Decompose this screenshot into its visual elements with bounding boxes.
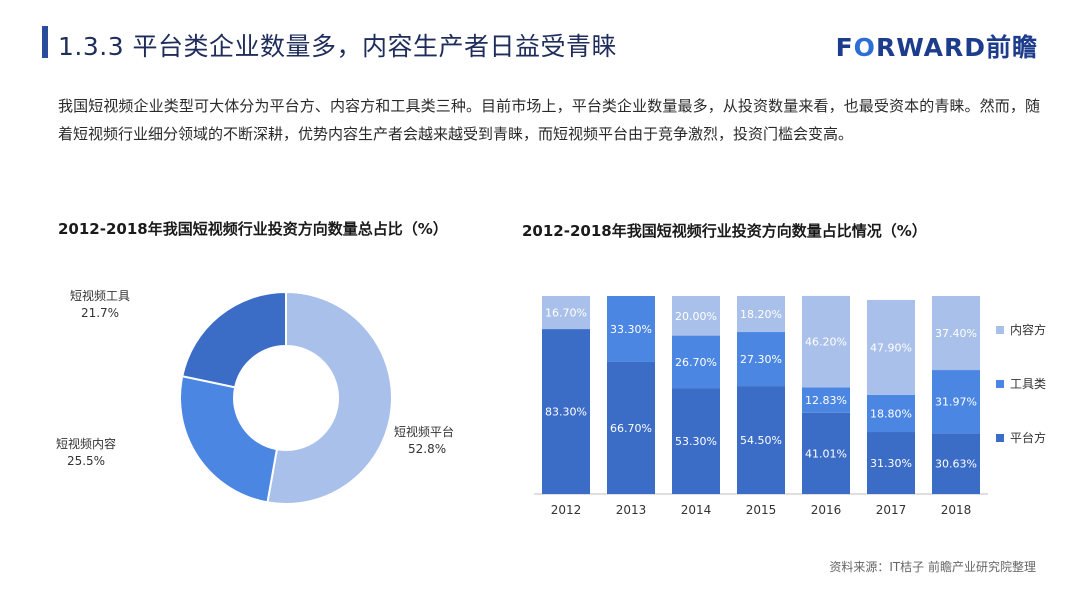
legend-label-1: 工具类 — [1010, 377, 1046, 391]
bar-segment-2016-0 — [802, 412, 850, 494]
bar-segment-2017-2 — [867, 299, 915, 395]
source-note: 资料来源：IT桔子 前瞻产业研究院整理 — [829, 560, 1036, 574]
bar-value-label-2017-2: 47.90% — [870, 341, 912, 354]
bar-segment-2016-2 — [802, 295, 850, 388]
bar-value-label-2016-0: 41.01% — [805, 447, 847, 460]
bar-segment-2017-0 — [867, 432, 915, 494]
pie-slice-0 — [266, 290, 393, 505]
bar-value-label-2017-0: 31.30% — [870, 457, 912, 470]
donut-chart: 短视频平台 52.8% 短视频内容 25.5% 短视频工具 21.7% — [56, 288, 454, 505]
bar-segment-2014-2 — [672, 296, 720, 336]
x-tick-label-2018: 2018 — [941, 503, 972, 517]
page-title: 1.3.3 平台类企业数量多，内容生产者日益受青睐 — [58, 32, 618, 61]
legend-label-2: 平台方 — [1010, 430, 1046, 445]
bar-value-label-2015-1: 27.30% — [740, 353, 782, 366]
brand-logo: FORWARD前瞻 — [835, 33, 1038, 62]
pie-slice-1 — [179, 374, 279, 504]
bar-segment-2018-2 — [932, 296, 980, 371]
stacked-bar-chart: 83.30% 16.70% 2012 66.70% 33.30% 2013 53.30% 26… — [534, 295, 1046, 517]
bar-value-label-2015-0: 54.50% — [740, 434, 782, 447]
bar-value-label-2018-0: 30.63% — [935, 458, 977, 471]
bar-value-label-2013-1: 33.30% — [610, 323, 652, 336]
x-tick-label-2015: 2015 — [746, 503, 777, 517]
intro-paragraph: 我国短视频企业类型可大体分为平台方、内容方和工具类三种。目前市场上，平台类企业数… — [58, 97, 1040, 143]
bar-segment-2014-1 — [672, 335, 720, 389]
pie-slice-value-2: 21.7% — [81, 306, 119, 320]
x-tick-label-2016: 2016 — [811, 503, 842, 517]
pie-chart-title: 2012-2018年我国短视频行业投资方向数量总占比（%） — [58, 220, 448, 238]
bar-segment-2015-0 — [737, 386, 785, 494]
bar-segment-2017-1 — [867, 394, 915, 433]
pie-slice-2 — [181, 290, 287, 389]
pie-slice-name-2: 短视频工具 — [70, 288, 130, 303]
pie-slice-name-1: 短视频内容 — [56, 436, 116, 451]
bar-chart-title: 2012-2018年我国短视频行业投资方向数量占比情况（%） — [522, 222, 927, 240]
bar-value-label-2012-0: 83.30% — [545, 406, 587, 419]
bar-value-label-2014-0: 53.30% — [675, 435, 717, 448]
bar-value-label-2017-1: 18.80% — [870, 407, 912, 420]
legend-swatch-2 — [996, 434, 1004, 442]
legend-label-0: 内容方 — [1010, 322, 1046, 337]
pie-slice-name-0: 短视频平台 — [394, 424, 454, 439]
bar-segment-2015-2 — [737, 296, 785, 333]
x-tick-label-2014: 2014 — [681, 503, 712, 517]
pie-slice-value-0: 52.8% — [408, 442, 446, 456]
bar-value-label-2016-2: 46.20% — [805, 336, 847, 349]
bar-value-label-2018-2: 37.40% — [935, 327, 977, 340]
x-tick-label-2017: 2017 — [876, 503, 907, 517]
bar-segment-2013-0 — [607, 361, 655, 494]
bar-segment-2016-1 — [802, 387, 850, 413]
legend-swatch-0 — [996, 326, 1004, 334]
bar-segment-2015-1 — [737, 332, 785, 387]
bar-segment-2013-1 — [607, 296, 655, 362]
bar-value-label-2014-2: 20.00% — [675, 310, 717, 323]
bar-segment-2018-1 — [932, 370, 980, 434]
x-tick-label-2012: 2012 — [551, 503, 582, 517]
bar-segment-2012-0 — [542, 329, 590, 494]
bar-segment-2012-2 — [542, 296, 590, 330]
title-accent-bar — [42, 26, 48, 58]
bar-segment-2014-0 — [672, 388, 720, 494]
pie-slice-value-1: 25.5% — [67, 454, 105, 468]
bar-value-label-2013-0: 66.70% — [610, 422, 652, 435]
bar-value-label-2014-1: 26.70% — [675, 356, 717, 369]
bar-value-label-2016-1: 12.83% — [805, 394, 847, 407]
bar-value-label-2015-2: 18.20% — [740, 308, 782, 321]
legend-swatch-1 — [996, 380, 1004, 388]
bar-value-label-2018-1: 31.97% — [935, 396, 977, 409]
bar-value-label-2012-2: 16.70% — [545, 307, 587, 320]
bar-segment-2018-0 — [932, 433, 980, 494]
x-tick-label-2013: 2013 — [616, 503, 647, 517]
